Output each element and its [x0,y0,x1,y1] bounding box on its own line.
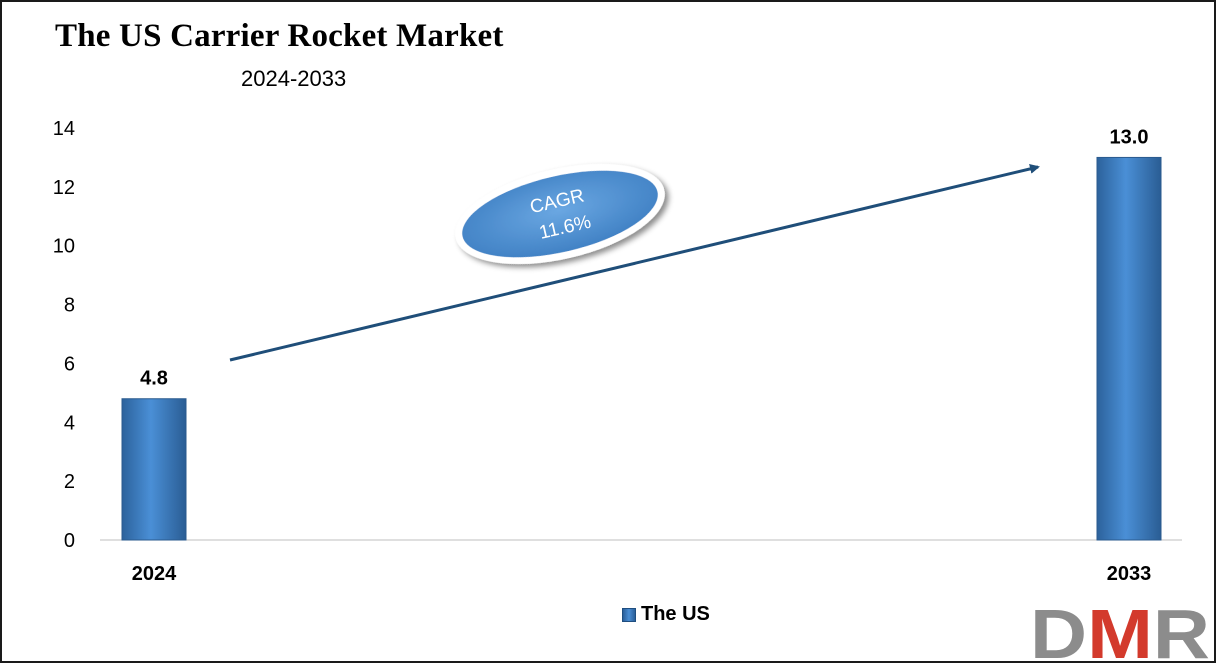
y-tick-label: 10 [53,236,75,258]
y-axis: 0 2 4 6 8 10 12 14 [53,118,1182,552]
bar-2033 [1096,156,1162,541]
y-tick-label: 4 [64,412,75,434]
bars: 4.8 2024 13.0 2033 [121,126,1162,585]
chart-title: The US Carrier Rocket Market [55,18,504,54]
cagr-ellipse [462,170,658,258]
y-tick-label: 6 [64,353,75,375]
x-tick-label-2033: 2033 [1107,563,1152,585]
legend-swatch [622,607,636,622]
data-label-2033: 13.0 [1110,126,1149,148]
legend: The US [622,603,710,626]
y-tick-label: 12 [53,177,75,199]
y-tick-label: 14 [53,118,75,140]
y-tick-label: 8 [64,295,75,317]
y-tick-label: 0 [64,530,75,552]
bar-2024 [121,398,187,541]
data-label-2024: 4.8 [140,368,168,390]
legend-label: The US [641,603,710,625]
cagr-ellipse-group [455,163,665,265]
dmr-logo: DM R [1030,596,1210,660]
x-tick-label-2024: 2024 [132,563,177,585]
svg-text:DMR: DM R [1030,596,1210,660]
cagr-arrow [229,163,1040,362]
chart-subtitle: 2024-2033 [241,66,347,91]
y-tick-label: 2 [64,471,75,493]
